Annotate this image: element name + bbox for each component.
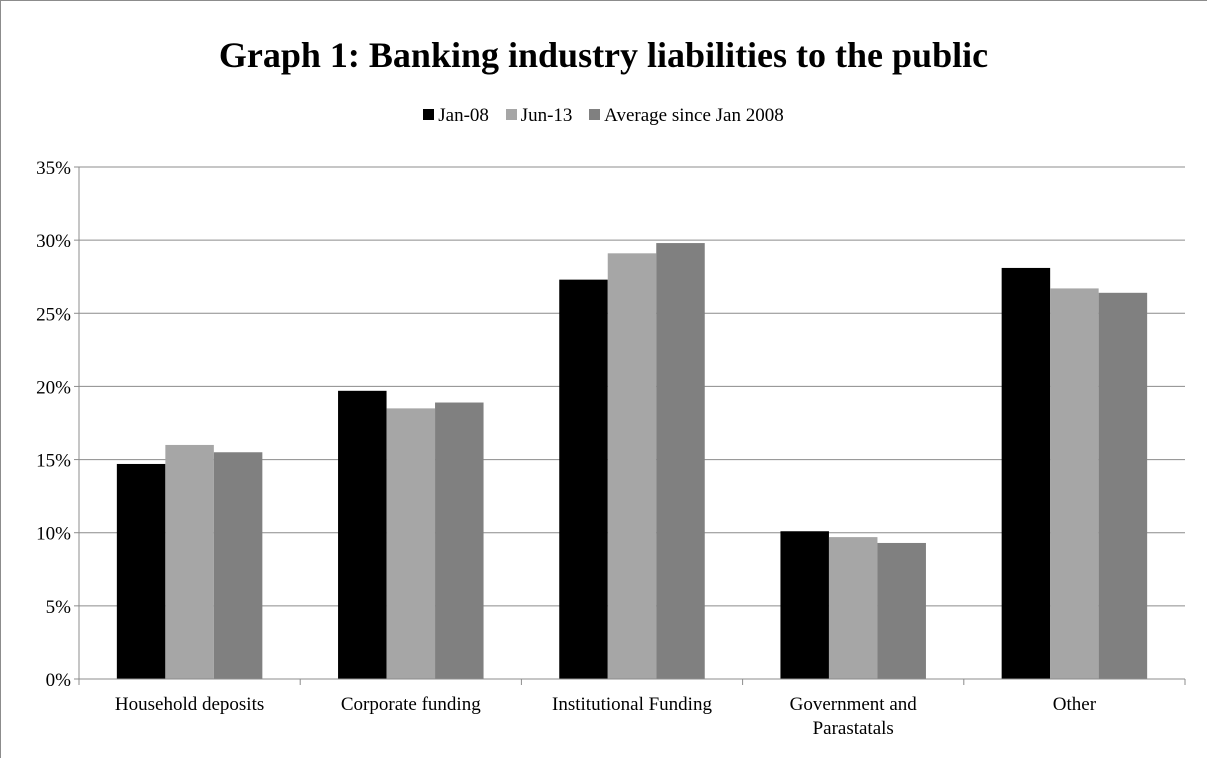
legend-swatch-series-1 xyxy=(423,109,435,120)
legend-swatch-series-2 xyxy=(505,109,517,120)
bar-3-4 xyxy=(877,542,926,679)
bar-2-3 xyxy=(607,253,657,679)
y-tick-label: 35% xyxy=(36,158,71,179)
y-tick-label: 20% xyxy=(36,377,71,398)
x-tick-label: Corporate funding xyxy=(341,694,481,715)
legend-label-series-3: Average since Jan 2008 xyxy=(604,105,784,126)
x-tick-label: Government and xyxy=(790,694,918,715)
legend-item-series-3: Average since Jan 2008 xyxy=(589,104,784,128)
chart-title: Graph 1: Banking industry liabilities to… xyxy=(218,35,989,75)
y-tick-label: 5% xyxy=(46,597,72,618)
bar-1-3 xyxy=(559,279,608,679)
y-tick-label: 25% xyxy=(36,304,71,325)
legend: Jan-08 Jun-13 Average since Jan 2008 xyxy=(0,104,1207,128)
bar-3-3 xyxy=(656,243,705,679)
legend-swatch-series-3 xyxy=(589,109,601,120)
bar-1-4 xyxy=(780,531,829,679)
bar-2-1 xyxy=(165,444,214,679)
y-tick-label: 30% xyxy=(36,231,71,252)
bar-1-2 xyxy=(338,390,387,679)
legend-label-series-1: Jan-08 xyxy=(438,105,489,126)
bar-2-5 xyxy=(1050,288,1099,679)
x-tick-label: Household deposits xyxy=(115,694,264,715)
bar-3-1 xyxy=(213,452,263,679)
bar-1-1 xyxy=(116,463,166,679)
bar-2-2 xyxy=(386,408,436,679)
bar-3-2 xyxy=(435,402,484,679)
legend-label-series-2: Jun-13 xyxy=(520,105,573,126)
x-tick-label: Institutional Funding xyxy=(552,694,712,715)
x-tick-label: Parastatals xyxy=(813,718,894,739)
legend-item-series-2: Jun-13 xyxy=(505,104,573,128)
y-tick-label: 0% xyxy=(46,670,72,691)
x-tick-label: Other xyxy=(1053,694,1097,715)
bar-1-5 xyxy=(1001,267,1051,679)
legend-item-series-1: Jan-08 xyxy=(423,104,489,128)
bar-2-4 xyxy=(828,537,878,679)
y-tick-label: 15% xyxy=(36,451,71,472)
bar-3-5 xyxy=(1098,292,1148,679)
y-tick-label: 10% xyxy=(36,524,71,545)
